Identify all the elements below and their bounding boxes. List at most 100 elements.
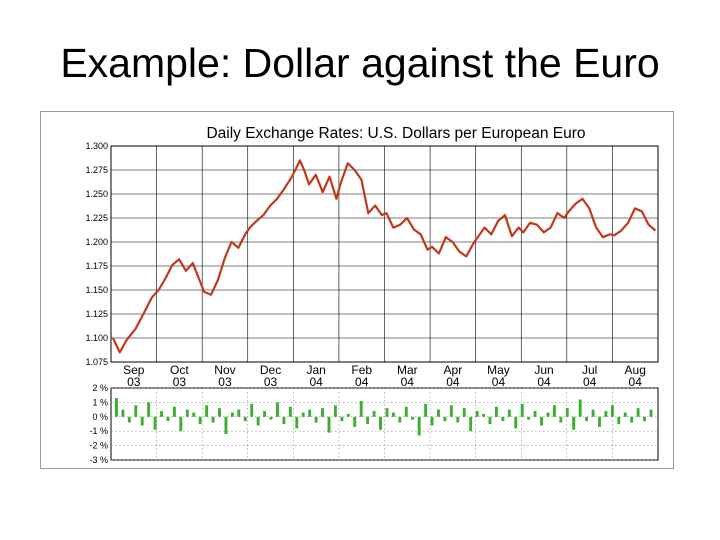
year-label: 04 [401, 375, 415, 389]
month-label: Sep [123, 363, 145, 377]
change-tick-label: -3 % [89, 455, 108, 465]
change-bar [417, 416, 421, 436]
month-label: Apr [444, 363, 463, 377]
year-label: 04 [583, 375, 597, 389]
change-tick-label: 2 % [92, 383, 108, 393]
change-bar [359, 400, 363, 417]
change-bar [295, 416, 299, 429]
year-label: 03 [264, 375, 278, 389]
change-bar [617, 416, 621, 424]
change-bar [346, 413, 350, 417]
rate-tick-label: 1.075 [85, 357, 108, 367]
month-label: Dec [260, 363, 281, 377]
month-label: Mar [397, 363, 418, 377]
year-label: 03 [218, 375, 232, 389]
change-bar [546, 412, 550, 417]
change-bar [160, 411, 163, 417]
change-bar [488, 416, 492, 424]
change-bar [321, 408, 324, 417]
year-label: 03 [127, 375, 141, 389]
chart-frame: Daily Exchange Rates: U.S. Dollars per E… [40, 111, 674, 469]
change-bar [237, 409, 241, 417]
change-axis-tick-labels: 2 % 1 % 0 % -1 % -2 % -3 % [89, 383, 108, 465]
change-bar [540, 416, 543, 426]
change-bar [147, 402, 151, 417]
change-bar [501, 416, 505, 422]
rate-axis-tick-labels: 1.300 1.275 1.250 1.225 1.200 1.175 1.150 1.125… [85, 141, 108, 367]
change-bar [469, 416, 473, 432]
change-bar [366, 416, 370, 424]
change-bar [643, 416, 647, 422]
change-bar [121, 409, 125, 417]
change-bar [140, 416, 144, 426]
month-label: Oct [170, 363, 189, 377]
year-label: 04 [629, 375, 643, 389]
change-bar [424, 403, 428, 417]
change-bar [649, 409, 653, 417]
change-bar [256, 416, 260, 426]
change-bar [585, 416, 589, 422]
change-bar [391, 412, 395, 417]
change-bar [308, 409, 312, 417]
change-bar [411, 416, 415, 420]
change-bar [404, 406, 408, 417]
year-label: 04 [309, 375, 323, 389]
change-bar [172, 406, 176, 417]
change-bar [514, 416, 518, 429]
rate-tick-label: 1.150 [85, 285, 108, 295]
month-label: Nov [214, 363, 235, 377]
change-bar [520, 403, 524, 417]
change-tick-label: 1 % [92, 397, 108, 407]
change-bar [269, 416, 273, 420]
change-bar [372, 411, 376, 417]
rate-series-line [112, 159, 657, 354]
change-bar [327, 416, 331, 433]
change-bar [340, 416, 344, 422]
change-bar [179, 416, 183, 432]
change-bar [507, 409, 511, 417]
change-bar [250, 403, 254, 417]
change-bar [263, 411, 267, 417]
change-bar [623, 412, 627, 417]
change-bar [475, 411, 479, 417]
year-label: 04 [492, 375, 506, 389]
rate-tick-label: 1.175 [85, 261, 108, 271]
rate-tick-label: 1.250 [85, 189, 108, 199]
rate-tick-label: 1.275 [85, 165, 108, 175]
change-bar [192, 412, 196, 417]
change-bar [591, 409, 595, 417]
change-bar [398, 416, 402, 423]
change-bar [430, 416, 434, 426]
exchange-rate-chart: Daily Exchange Rates: U.S. Dollars per E… [85, 125, 659, 465]
month-label: May [487, 363, 510, 377]
change-bar [185, 409, 189, 417]
change-bar [379, 416, 382, 430]
change-bar [559, 416, 563, 423]
change-bar [565, 408, 569, 417]
change-bar [127, 416, 131, 423]
year-label: 04 [537, 375, 551, 389]
change-bar [604, 411, 608, 417]
month-label: Jul [582, 363, 597, 377]
change-bar [205, 405, 209, 417]
rate-tick-label: 1.225 [85, 213, 108, 223]
change-bar [314, 416, 318, 423]
change-bar [282, 416, 286, 424]
change-bar [166, 416, 170, 422]
change-bar [276, 402, 279, 417]
month-label: Aug [625, 363, 646, 377]
change-bar [610, 405, 614, 417]
change-bar [333, 405, 337, 417]
change-bar [482, 413, 486, 417]
change-bar [494, 406, 498, 417]
month-label: Feb [351, 363, 372, 377]
change-gridlines [110, 387, 659, 461]
change-bar [134, 405, 138, 417]
change-bar [230, 412, 234, 417]
change-bar [301, 412, 305, 417]
change-bar [636, 408, 640, 417]
change-tick-label: 0 % [92, 412, 108, 422]
rate-tick-label: 1.300 [85, 141, 108, 151]
change-bar [243, 416, 247, 422]
month-label: Jun [534, 363, 553, 377]
